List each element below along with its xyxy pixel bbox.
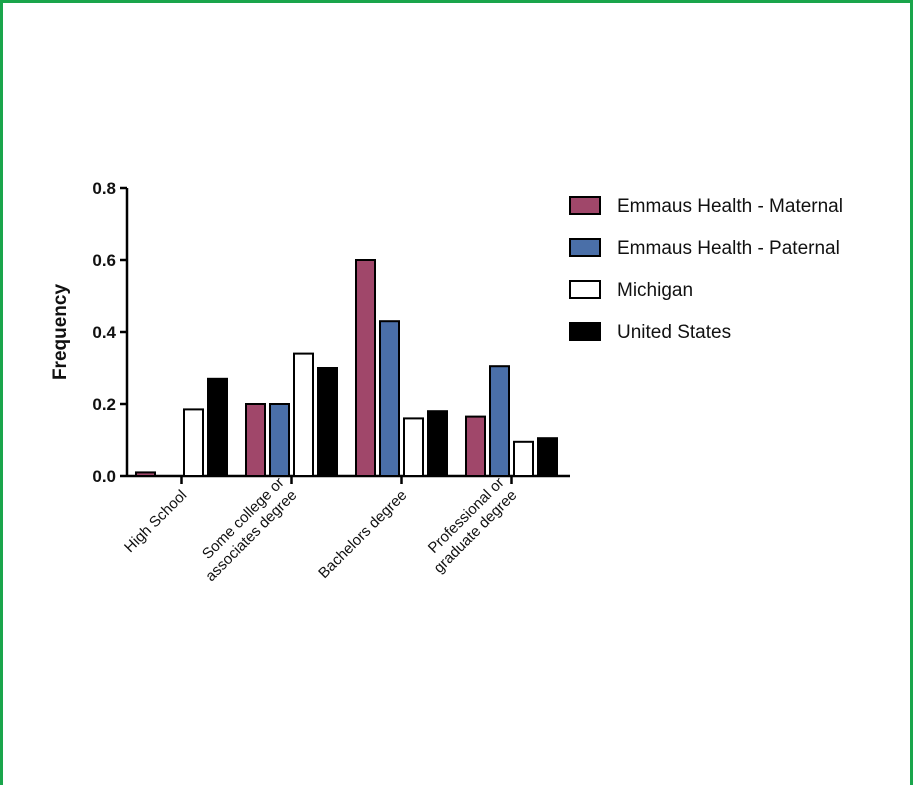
x-tick-label: Some college orassociates degree [189, 474, 300, 585]
bar [293, 352, 314, 478]
bar [269, 403, 290, 477]
bar [207, 377, 228, 477]
bar [317, 367, 338, 477]
x-tick-label: Bachelors degree [315, 487, 410, 582]
legend-swatch [569, 280, 601, 299]
legend-label: Michigan [617, 280, 693, 301]
bar [135, 471, 156, 477]
legend-label: Emmaus Health - Paternal [617, 238, 840, 259]
bar [245, 403, 266, 477]
x-tick-label: High School [121, 487, 190, 556]
y-tick-label: 0.6 [92, 251, 116, 270]
bar [183, 408, 204, 477]
bar [465, 415, 486, 478]
y-tick-label: 0.2 [92, 395, 116, 414]
x-tick-label: Professional orgraduate degree [418, 474, 521, 577]
bar [355, 259, 376, 477]
y-tick-label: 0.8 [92, 179, 116, 198]
legend-swatch [569, 196, 601, 215]
bar [537, 437, 558, 478]
legend-label: United States [617, 322, 731, 343]
bar [489, 365, 510, 478]
bar [403, 417, 424, 477]
y-axis-label: Frequency [50, 284, 71, 381]
legend-swatch [569, 238, 601, 257]
legend: Emmaus Health - Maternal Emmaus Health - … [569, 196, 843, 343]
bar [379, 320, 400, 478]
plot-area: 0.0 0.2 0.4 0.6 0.8 High School Some college o… [92, 179, 570, 585]
y-tick-label: 0.4 [92, 323, 116, 342]
bar [513, 440, 534, 477]
legend-label: Emmaus Health - Maternal [617, 196, 843, 217]
bar [427, 410, 448, 478]
y-tick-label: 0.0 [92, 467, 116, 486]
legend-swatch [569, 322, 601, 341]
